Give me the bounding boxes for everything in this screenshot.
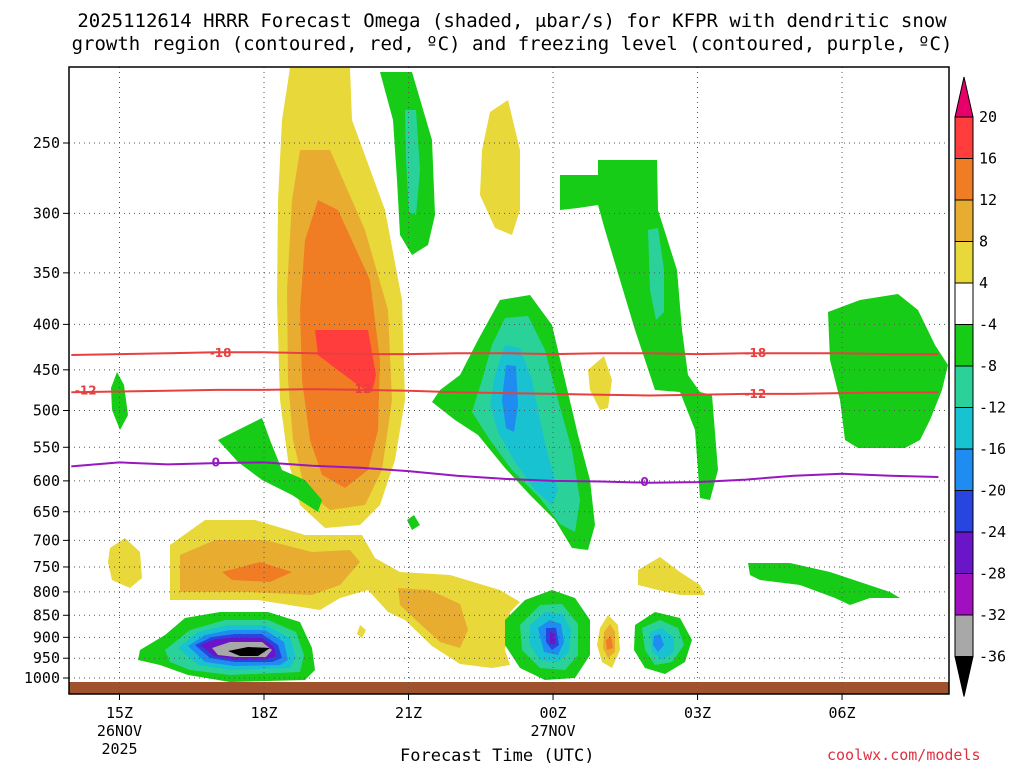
ground-surface-band <box>69 682 949 694</box>
omega-region-negative-4 <box>111 372 128 430</box>
colorbar-swatch <box>954 324 974 367</box>
colorbar-swatch <box>954 116 974 159</box>
omega-region-positive-16 <box>315 330 376 392</box>
y-tick-label: 600 <box>33 472 60 490</box>
omega-colorbar: 20 16 12 8 4 -4 -8 -12 -16 -20 -24 -28 -32 -36 <box>954 76 1006 697</box>
colorbar-label: -8 <box>979 357 997 375</box>
omega-region-positive-4 <box>638 557 705 595</box>
contour-label: 0 <box>212 455 220 469</box>
omega-region-positive-4 <box>108 538 142 588</box>
x-tick-year: 2025 <box>101 740 137 758</box>
omega-region-negative-36 <box>228 647 270 656</box>
colorbar-swatch <box>954 448 974 491</box>
y-tick-label: 700 <box>33 531 60 549</box>
x-axis-label: Forecast Time (UTC) <box>400 746 595 766</box>
chart-title-line-2: growth region (contoured, red, ºC) and f… <box>71 33 953 55</box>
omega-region-negative-4 <box>407 515 420 530</box>
colorbar-swatch <box>954 241 974 284</box>
omega-region-negative-16 <box>502 365 518 432</box>
colorbar-swatch <box>954 199 974 242</box>
omega-region-positive-8 <box>398 588 468 648</box>
omega-region-positive-4 <box>357 625 366 638</box>
x-tick-label: 18Z <box>250 704 277 722</box>
x-tick-label: 06Z <box>829 704 856 722</box>
colorbar-swatch <box>954 282 974 325</box>
omega-region-negative-8 <box>648 228 664 320</box>
y-tick-label: 800 <box>33 583 60 601</box>
chart-title-line-1: 2025112614 HRRR Forecast Omega (shaded, … <box>77 10 947 32</box>
omega-region-positive-4 <box>588 356 612 410</box>
colorbar-swatch <box>954 365 974 408</box>
contour-line-0 <box>71 461 939 484</box>
omega-region-negative-4 <box>560 160 718 500</box>
omega-region-negative-8 <box>405 110 420 215</box>
y-tick-label: 400 <box>33 315 60 333</box>
contour-label: -12 <box>75 384 97 398</box>
colorbar-swatch <box>954 407 974 450</box>
colorbar-swatch <box>954 614 974 657</box>
contour-label: -18 <box>745 346 767 360</box>
x-tick-label: 21Z <box>395 704 422 722</box>
colorbar-bottom-arrow <box>954 656 974 697</box>
omega-region-positive-4 <box>480 100 520 235</box>
colorbar-swatch <box>954 531 974 574</box>
colorbar-label: -36 <box>979 648 1006 666</box>
y-tick-label: 650 <box>33 503 60 521</box>
colorbar-label: -24 <box>979 523 1006 541</box>
y-tick-label: 950 <box>33 649 60 667</box>
colorbar-swatch <box>954 573 974 616</box>
plot-frame <box>68 66 950 695</box>
contour-line--12 <box>71 388 939 397</box>
y-tick-label: 1000 <box>24 669 60 687</box>
contour-label: -12 <box>745 387 767 401</box>
y-tick-label: 900 <box>33 628 60 646</box>
colorbar-label: -4 <box>979 316 997 334</box>
y-tick-label: 350 <box>33 264 60 282</box>
colorbar-label: 12 <box>979 191 997 209</box>
colorbar-label: 16 <box>979 150 997 168</box>
colorbar-label: 8 <box>979 233 988 251</box>
colorbar-label: 4 <box>979 274 988 292</box>
y-tick-label: 450 <box>33 361 60 379</box>
credit-link[interactable]: coolwx.com/models <box>827 746 981 764</box>
contour-labels: -18 -18 -12 -12 -12 0 0 <box>75 346 767 489</box>
dotted-gridlines <box>69 67 949 694</box>
contour-label: -12 <box>350 382 372 396</box>
omega-region-negative-16 <box>653 634 664 652</box>
omega-region-negative-4 <box>218 418 322 512</box>
x-tick-label: 15Z <box>106 704 133 722</box>
colorbar-swatch <box>954 490 974 533</box>
x-tick-date: 27NOV <box>530 722 575 740</box>
omega-region-positive-12 <box>606 636 613 650</box>
contour-label: -18 <box>210 346 232 360</box>
y-tick-label: 550 <box>33 438 60 456</box>
x-tick-date: 26NOV <box>97 722 142 740</box>
colorbar-label: -20 <box>979 482 1006 500</box>
temperature-contours <box>71 351 939 484</box>
colorbar-label: -12 <box>979 399 1006 417</box>
y-tick-label: 300 <box>33 204 60 222</box>
colorbar-label: -28 <box>979 565 1006 583</box>
x-tick-label: 03Z <box>684 704 711 722</box>
y-tick-label: 500 <box>33 402 60 420</box>
y-tick-label: 750 <box>33 558 60 576</box>
omega-region-negative-4 <box>748 563 900 605</box>
x-tick-label: 00Z <box>539 704 566 722</box>
colorbar-top-arrow <box>954 76 974 118</box>
omega-region-negative-24 <box>550 632 555 644</box>
y-axis: 250 300 350 400 450 500 550 600 650 700 750 800 850 9… <box>24 134 69 687</box>
omega-shading <box>108 68 948 682</box>
colorbar-label: -32 <box>979 606 1006 624</box>
y-tick-label: 250 <box>33 134 60 152</box>
contour-line--18 <box>71 351 939 356</box>
colorbar-label: -16 <box>979 440 1006 458</box>
omega-region-negative-4 <box>828 294 948 448</box>
colorbar-label: 20 <box>979 108 997 126</box>
y-tick-label: 850 <box>33 606 60 624</box>
colorbar-swatch <box>954 158 974 201</box>
contour-label: 0 <box>640 475 648 489</box>
